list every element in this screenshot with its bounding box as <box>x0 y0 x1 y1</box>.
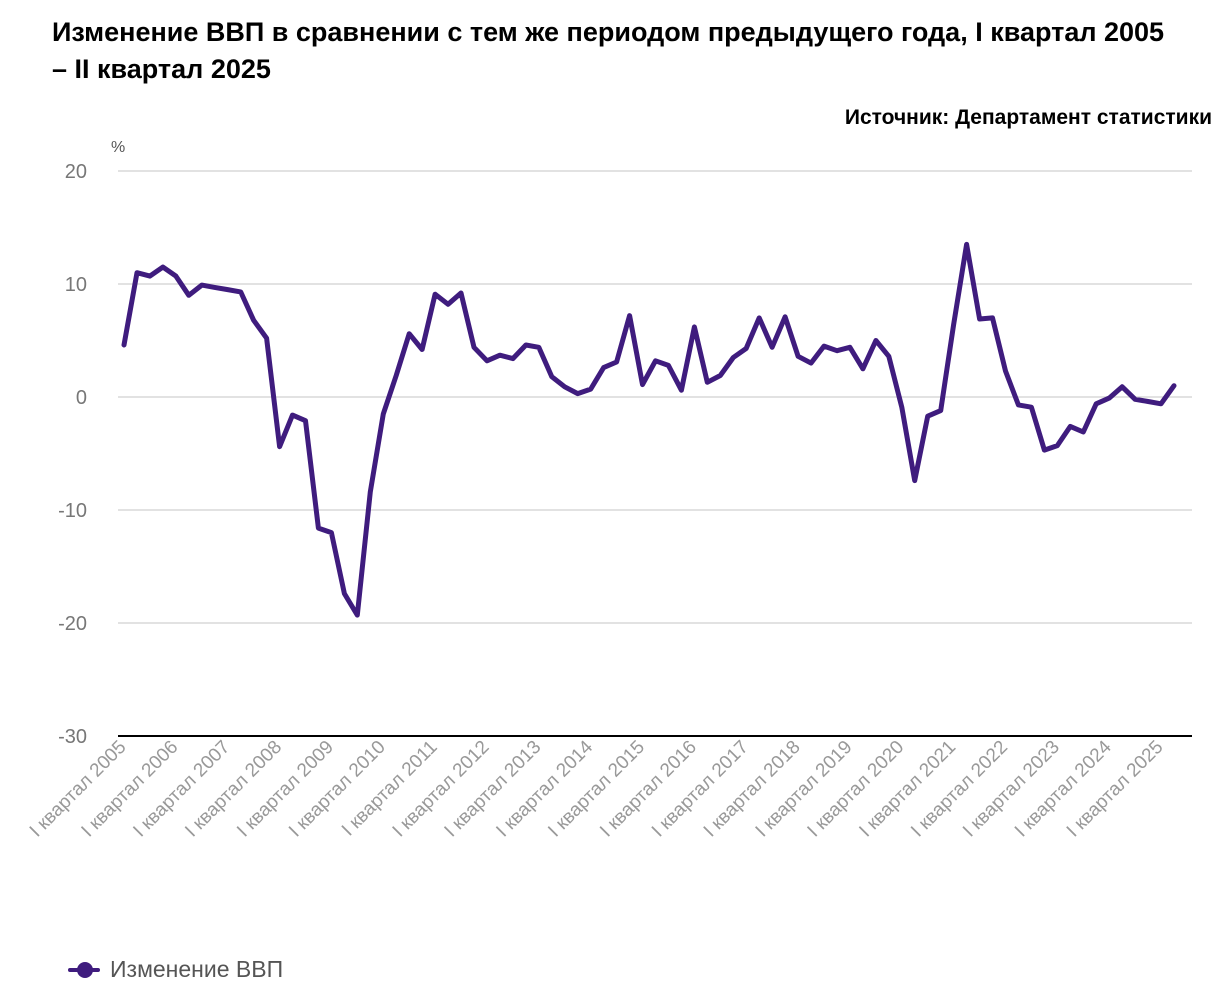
y-tick-label: 20 <box>65 161 87 183</box>
series-lines <box>121 241 1177 618</box>
legend[interactable]: Изменение ВВП <box>68 956 283 983</box>
y-tick-label: 0 <box>76 387 87 409</box>
legend-swatch-dot <box>77 961 93 978</box>
chart-title: Изменение ВВП в сравнении с тем же перио… <box>52 17 1165 84</box>
y-tick-label: -10 <box>58 500 87 522</box>
y-tick-label: 10 <box>65 274 87 296</box>
chart-source: Источник: Департамент статистики <box>844 106 1212 129</box>
y-tick-label: -20 <box>58 613 87 635</box>
legend-label: Изменение ВВП <box>110 956 284 982</box>
series-line <box>121 241 1177 618</box>
legend-swatch <box>68 958 100 982</box>
x-tick-label: I квартал 2025 <box>1063 737 1168 842</box>
y-axis-unit: % <box>111 139 125 156</box>
y-tick-labels: 20 10 0 -10 -20 -30 <box>58 161 87 748</box>
gridlines <box>118 170 1192 737</box>
y-tick-label: -30 <box>58 726 87 748</box>
